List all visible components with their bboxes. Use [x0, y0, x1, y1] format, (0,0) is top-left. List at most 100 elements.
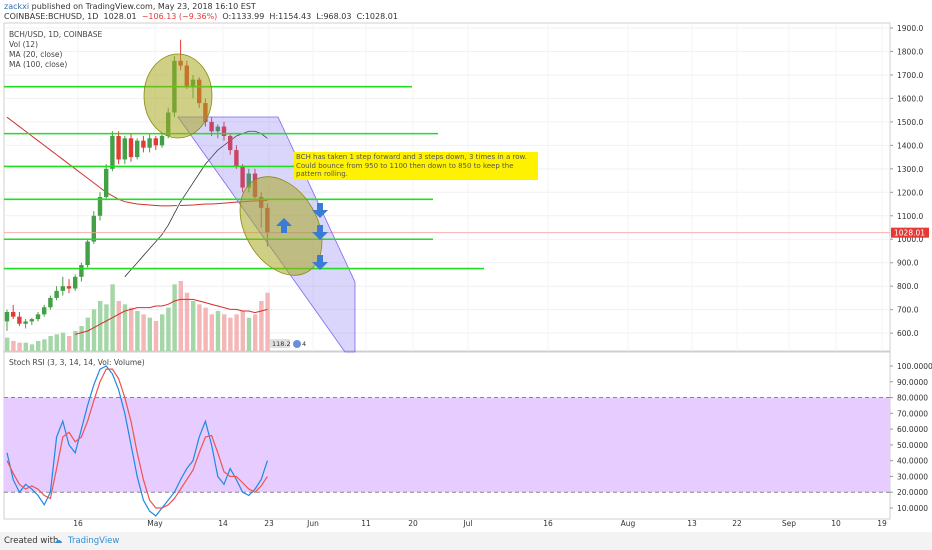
- footer-brand[interactable]: TradingView: [68, 536, 120, 546]
- volume-bar: [253, 314, 258, 351]
- time-tick-label: 14: [218, 519, 228, 528]
- price-tick-label: 1200.0: [897, 188, 923, 197]
- price-tag-label: 1028.01: [894, 229, 925, 238]
- volume-bar: [116, 301, 121, 351]
- highlight-ellipse-top: [143, 53, 213, 139]
- candle-body: [91, 215, 96, 242]
- rsi-legend: Stoch RSI (3, 3, 14, 14, Vol: Volume): [9, 358, 145, 367]
- low-value: L:968.03: [316, 12, 352, 21]
- rsi-tick-label: 20.0000: [897, 488, 928, 497]
- volume-bar: [135, 311, 140, 351]
- volume-bar: [36, 341, 41, 351]
- volume-bar: [98, 301, 103, 351]
- time-tick-label: 13: [687, 519, 697, 528]
- volume-bar: [178, 281, 183, 351]
- candle-body: [79, 265, 84, 277]
- price-tick-label: 800.0: [897, 282, 919, 291]
- candle-body: [11, 312, 16, 317]
- price-tick-label: 600.0: [897, 329, 919, 338]
- rsi-band: [4, 397, 890, 493]
- volume-bar: [54, 334, 59, 351]
- price-tag-box: [891, 227, 929, 238]
- volume-bar: [153, 321, 159, 351]
- price-tick-label: 1500.0: [897, 118, 923, 127]
- volume-bar: [147, 317, 152, 351]
- rsi-tick-label: 70.0000: [897, 409, 928, 418]
- candle-body: [97, 196, 103, 216]
- vol-badge: [270, 339, 290, 348]
- time-tick-label: 10: [831, 519, 841, 528]
- arrow-down-icon: [312, 255, 328, 270]
- badge-count-label: 4: [302, 340, 306, 348]
- candle-body: [135, 140, 140, 158]
- volume-bar: [172, 284, 177, 351]
- volume-bar: [48, 336, 53, 351]
- price-tick-label: 1600.0: [897, 94, 923, 103]
- candle-body: [215, 126, 220, 132]
- volume-bar: [23, 342, 28, 351]
- volume-bar: [91, 309, 97, 351]
- high-value: H:1154.43: [269, 12, 312, 21]
- volume-bar: [11, 341, 16, 351]
- candle-body: [234, 150, 239, 167]
- axis-layer: 600.0 700.0 800.0 900.0 1000.0 1100.0 1200.0 13…: [73, 24, 932, 528]
- candle-body: [73, 276, 78, 289]
- price-tick-label: 1700.0: [897, 71, 923, 80]
- legend-ma20: MA (20, close): [9, 50, 63, 59]
- candle-body: [4, 312, 10, 322]
- candle-body: [128, 138, 134, 158]
- volume-bar: [265, 292, 270, 351]
- candle-body: [17, 316, 22, 324]
- rsi-tick-label: 60.0000: [897, 425, 928, 434]
- candle-body: [147, 138, 152, 148]
- time-tick-label: Jul: [462, 519, 472, 528]
- price-layer: [4, 24, 890, 351]
- time-tick-label: 16: [73, 519, 83, 528]
- volume-bar: [17, 342, 22, 351]
- candle-body: [141, 140, 146, 148]
- author-link[interactable]: zackxi: [4, 2, 30, 11]
- candle-body: [66, 286, 72, 289]
- last-price: 1028.01: [103, 12, 137, 21]
- time-tick-label: 23: [264, 519, 274, 528]
- volume-bar: [104, 304, 109, 351]
- rsi-tick-label: 80.0000: [897, 394, 928, 403]
- volume-bar: [197, 304, 202, 351]
- publish-text: published on TradingView.com, May 23, 20…: [31, 2, 256, 11]
- price-tick-label: 1400.0: [897, 141, 923, 150]
- volume-bar: [85, 317, 90, 351]
- time-tick-label: Aug: [621, 519, 636, 528]
- volume-bar: [60, 332, 66, 351]
- annotation-note[interactable]: BCH has taken 1 step forward and 3 steps…: [294, 152, 538, 180]
- ohlc-line: COINBASE:BCHUSD, 1D 1028.01 −106.13 (−9.…: [4, 12, 398, 21]
- time-tick-label: May: [147, 519, 163, 528]
- flag-icon: [293, 340, 301, 348]
- volume-bar: [73, 331, 78, 351]
- candle-body: [209, 121, 214, 132]
- footer-bar: Created with ☁ TradingView: [0, 532, 932, 550]
- stoch-d-line: [6, 368, 268, 509]
- price-tick-label: 1900.0: [897, 24, 923, 33]
- price-tick-label: 1000.0: [897, 235, 923, 244]
- candle-body: [29, 319, 34, 322]
- rsi-layer: [4, 365, 890, 517]
- rsi-tick-label: 10.0000: [897, 504, 928, 513]
- candle-body: [48, 297, 53, 308]
- rsi-tick-label: 50.0000: [897, 441, 928, 450]
- time-tick-label: 20: [408, 519, 418, 528]
- volume-bar: [215, 311, 221, 351]
- rsi-tick-label: 100.0000: [897, 362, 932, 371]
- time-tick-label: Sep: [782, 519, 796, 528]
- candle-body: [85, 241, 90, 266]
- candle-body: [23, 321, 28, 324]
- candle-body: [221, 126, 227, 136]
- volume-bar: [42, 339, 47, 351]
- candle-body: [246, 173, 251, 188]
- rsi-tick-label: 30.0000: [897, 472, 928, 481]
- vol-badge-label: 118.2: [272, 340, 291, 348]
- volume-bar: [5, 337, 10, 351]
- volume-bar: [228, 317, 233, 351]
- publish-line: zackxi published on TradingView.com, May…: [4, 2, 256, 11]
